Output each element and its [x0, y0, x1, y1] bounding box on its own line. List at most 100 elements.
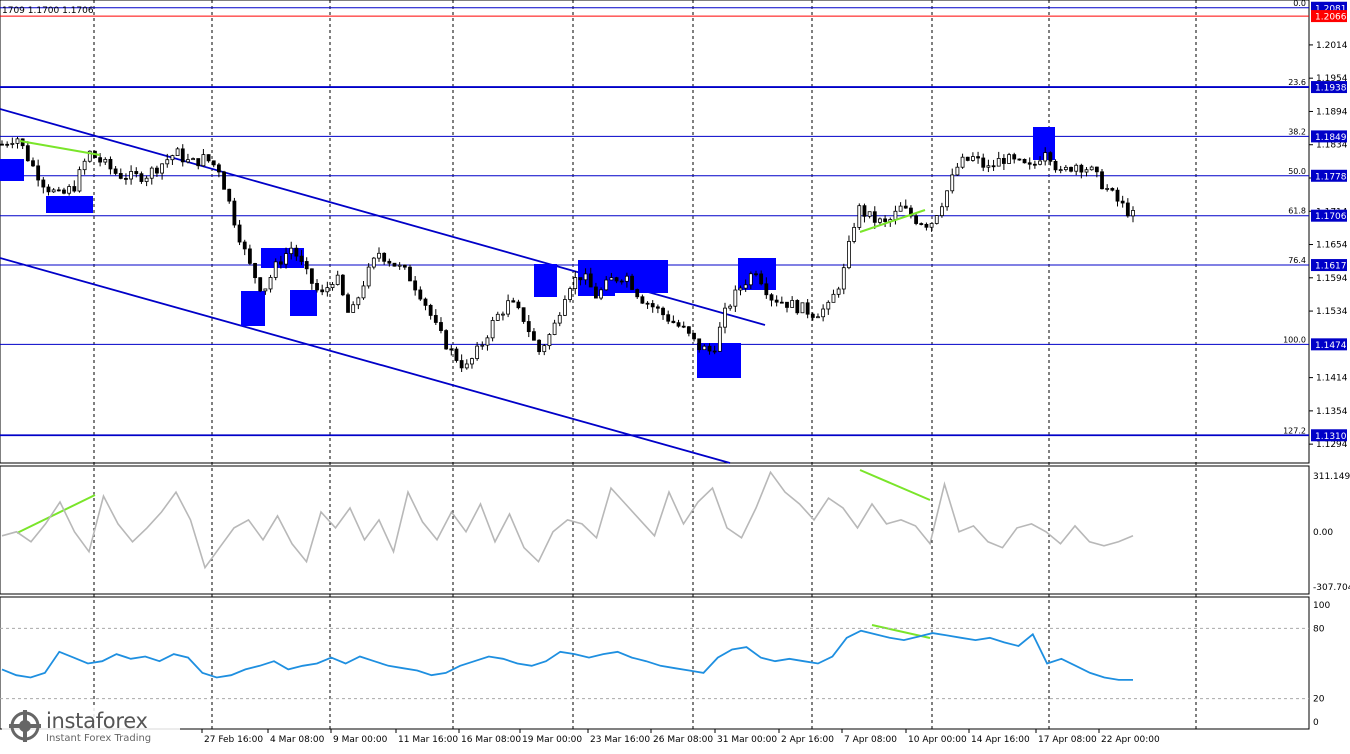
candle — [392, 262, 397, 267]
candle-body — [392, 262, 397, 267]
candle-body — [232, 200, 237, 226]
divergence-line-1 — [859, 209, 926, 233]
candle — [160, 163, 164, 180]
price-level-tag — [1311, 259, 1347, 272]
time-axis: 27 Feb 16:00 4 Mar 08:00 9 Mar 00:00 11 Mar… — [201, 729, 1160, 745]
candle-body — [377, 252, 381, 259]
candle-body — [134, 171, 139, 175]
candle — [599, 287, 603, 301]
candle — [206, 154, 211, 163]
candle — [232, 197, 237, 228]
candle-body — [748, 273, 753, 286]
candle — [1012, 152, 1017, 164]
candle — [862, 203, 867, 223]
pattern-box-1 — [46, 196, 93, 213]
candle — [624, 272, 629, 288]
candle-body — [247, 248, 252, 264]
candle-body — [738, 287, 743, 291]
candle-body — [366, 266, 371, 287]
candle-body — [1012, 154, 1017, 160]
candle-body — [315, 283, 319, 291]
candle-body — [583, 273, 588, 281]
candle-body — [681, 325, 686, 328]
candle-body — [686, 326, 691, 334]
candle — [129, 165, 134, 185]
candle-body — [769, 294, 774, 301]
candle — [118, 168, 123, 180]
candle — [186, 153, 190, 164]
candle — [51, 188, 56, 193]
candle — [1007, 152, 1011, 164]
candle — [950, 168, 955, 194]
candle-body — [1125, 202, 1130, 217]
candle — [671, 315, 676, 324]
candle — [516, 299, 521, 310]
candle — [309, 268, 314, 290]
candle — [686, 326, 691, 337]
candle-body — [263, 288, 268, 292]
candle-body — [1069, 166, 1073, 172]
candle-body — [180, 148, 185, 163]
candle — [604, 276, 609, 291]
candle — [769, 293, 774, 307]
candle-body — [759, 273, 764, 285]
time-tick-label: 14 Apr 16:00 — [971, 735, 1030, 745]
price-level-tag — [1311, 429, 1347, 442]
candle-body — [490, 320, 495, 339]
candle-body — [934, 215, 939, 224]
candle — [36, 159, 41, 187]
candle-body — [242, 241, 247, 250]
candle-body — [439, 322, 443, 331]
candle — [723, 302, 727, 334]
candle — [475, 342, 480, 361]
candle — [41, 177, 46, 194]
candle — [67, 184, 72, 196]
candle-body — [831, 293, 836, 303]
candle — [1027, 157, 1032, 170]
candle-body — [155, 167, 159, 174]
candle — [1053, 159, 1058, 173]
candle-body — [986, 165, 991, 168]
candle-body — [1089, 166, 1094, 171]
candle — [1079, 163, 1084, 179]
candle-body — [521, 307, 526, 322]
candle — [728, 304, 733, 311]
candle-body — [847, 241, 851, 269]
candle — [810, 312, 815, 321]
candle-body — [640, 296, 645, 304]
candle-body — [309, 268, 314, 284]
candle — [1048, 151, 1053, 166]
candle — [955, 162, 960, 176]
candle-body — [118, 173, 123, 179]
candle-body — [594, 286, 598, 299]
price-tick-label: 1.1654 — [1316, 241, 1348, 251]
candle — [594, 282, 598, 299]
candle-body — [1032, 163, 1037, 166]
candle-body — [351, 304, 356, 313]
price-tick-label: 1.1354 — [1316, 407, 1348, 417]
candle-body — [82, 160, 87, 171]
candle — [857, 203, 862, 230]
price-level-tag — [1311, 10, 1347, 23]
candle — [464, 359, 469, 370]
candle — [712, 345, 717, 355]
candle-body — [630, 275, 634, 290]
rsi-series — [0, 627, 1309, 700]
candle — [335, 270, 340, 286]
candle — [196, 158, 201, 170]
candle — [934, 215, 939, 225]
candle — [371, 256, 376, 270]
candle — [1125, 198, 1130, 218]
candle-body — [129, 171, 134, 180]
price-tick-label: 1.1534 — [1316, 307, 1348, 317]
price-level-tag — [1311, 130, 1347, 143]
pattern-box-2 — [241, 291, 265, 326]
price-level-label: 1.1938 — [1315, 84, 1347, 94]
candle — [268, 274, 273, 293]
time-tick-label: 27 Feb 16:00 — [204, 735, 263, 745]
candle-body — [702, 345, 707, 351]
candle-body — [573, 277, 578, 290]
candle-body — [914, 215, 918, 224]
candle — [826, 300, 831, 315]
rsi-axis-label: 80 — [1313, 624, 1325, 634]
